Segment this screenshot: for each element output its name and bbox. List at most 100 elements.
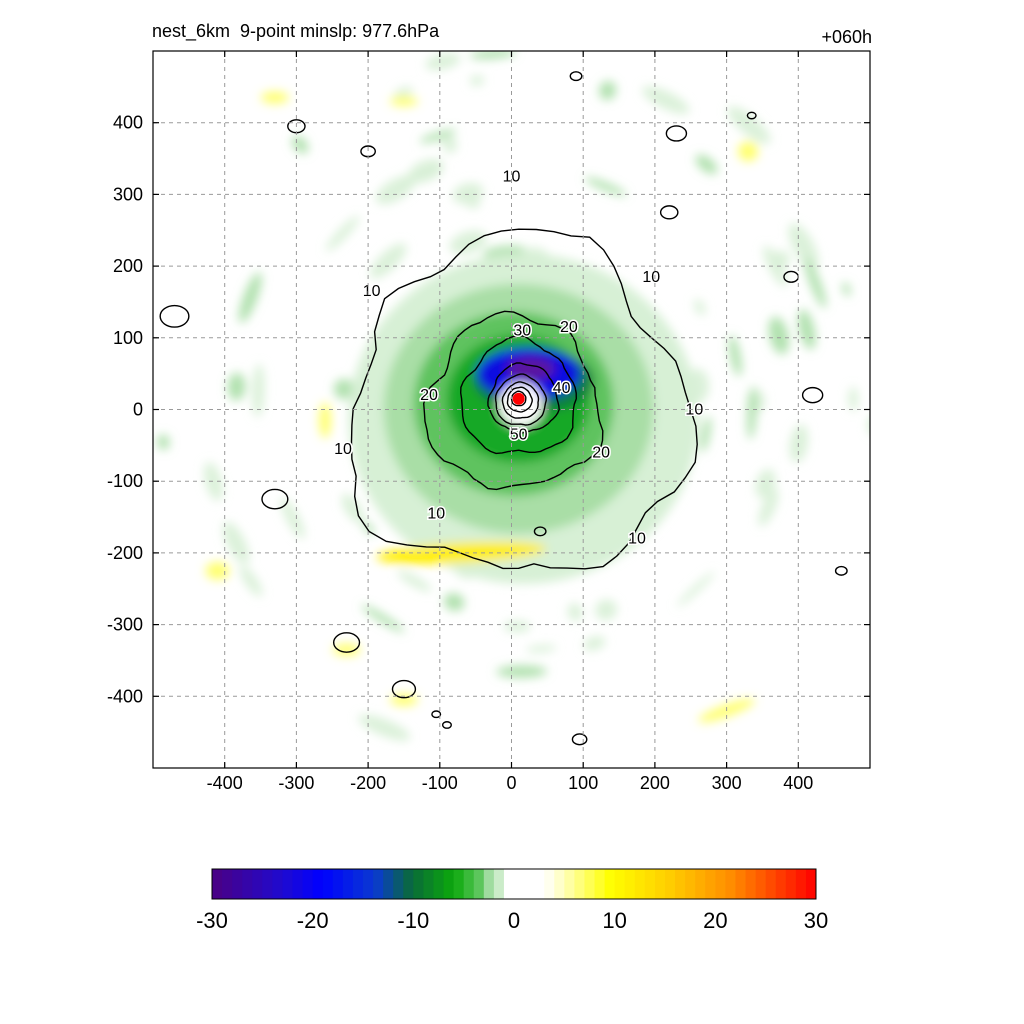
axis-ticks (153, 51, 870, 768)
colorbar-swatch (302, 869, 314, 899)
contour-line (261, 488, 289, 510)
colorbar-swatch (644, 869, 656, 899)
shade-blob (695, 154, 718, 175)
shade-blob (789, 424, 809, 463)
colorbar-swatch (252, 869, 263, 899)
shade-blob (599, 81, 617, 100)
x-tick-label: 200 (640, 773, 670, 793)
x-tick-label: 300 (712, 773, 742, 793)
shade-blob (676, 571, 715, 607)
shade-blob (867, 414, 870, 436)
shade-blob (449, 230, 488, 255)
colorbar-swatch (413, 869, 424, 899)
shade-blob (804, 257, 827, 309)
shade-blob (798, 309, 816, 350)
eye-region (498, 382, 543, 427)
shade-blob (496, 665, 548, 678)
contour-line (494, 373, 548, 426)
shade-blob (758, 488, 779, 527)
colorbar-swatch (584, 869, 596, 899)
colorbar-tick-label: -30 (196, 908, 228, 933)
shade-blob (642, 86, 690, 114)
shade-blob (362, 521, 375, 535)
colorbar-swatch (272, 869, 283, 899)
shade-blob (503, 620, 531, 633)
colorbar-swatch (292, 869, 304, 899)
colorbar-swatch (282, 869, 294, 899)
colorbar-tick-label: -10 (397, 908, 429, 933)
colorbar-swatch (665, 869, 676, 899)
contour-line (459, 334, 578, 455)
colorbar-swatch (745, 869, 757, 899)
colorbar-swatch (554, 869, 565, 899)
contour-label: 10 (628, 531, 646, 548)
contour-line (441, 721, 452, 729)
positive-band (319, 402, 332, 439)
x-tick-label: -100 (422, 773, 458, 793)
colorbar-swatch (685, 869, 696, 899)
contour-label: 20 (420, 387, 438, 404)
colorbar-swatch (785, 869, 797, 899)
colorbar-swatch (503, 869, 515, 899)
y-tick-label: -100 (107, 471, 143, 491)
shade-blob (693, 299, 706, 316)
colorbar-swatch (262, 869, 273, 899)
shade-blob (238, 272, 262, 323)
shade-blob (768, 316, 790, 355)
colorbar-swatch (524, 869, 535, 899)
shade-blob (728, 335, 742, 377)
shade-blob (280, 497, 305, 539)
colorbar-swatch (453, 869, 465, 899)
contour-label: 20 (560, 319, 578, 336)
colorbar-swatch (443, 869, 455, 899)
positive-band (332, 643, 361, 656)
colorbar-swatch (705, 869, 716, 899)
colorbar-swatch (232, 869, 243, 899)
colorbar-swatch (604, 869, 616, 899)
colorbar-swatch (483, 869, 495, 899)
colorbar-tick-label: 20 (703, 908, 727, 933)
colorbar-swatch (695, 869, 706, 899)
colorbar-swatch (312, 869, 324, 899)
contour-lines (159, 71, 848, 746)
colorbar-swatch (514, 869, 525, 899)
contour-line (533, 526, 547, 537)
y-tick-label: -400 (107, 686, 143, 706)
contour-label: 10 (334, 441, 352, 458)
positive-band (389, 693, 418, 706)
shade-blob (333, 378, 355, 400)
shade-blob (252, 363, 265, 418)
colorbar-swatch (493, 869, 505, 899)
y-tick-label: 400 (113, 113, 143, 133)
colorbar-swatch (423, 869, 434, 899)
contour-label: 40 (553, 380, 571, 397)
contour-label: 10 (685, 402, 703, 419)
colorbar-swatch (675, 869, 686, 899)
colorbar-swatch (775, 869, 787, 899)
contour-label: 10 (503, 168, 521, 185)
colorbar: -30 -20 -10 0 10 20 30 (196, 868, 828, 933)
y-tick-label: -200 (107, 543, 143, 563)
x-tick-label: -200 (350, 773, 386, 793)
shade-blob (469, 51, 517, 60)
x-tick-label: -300 (278, 773, 314, 793)
contour-label: 10 (427, 505, 445, 522)
colorbar-swatch (393, 869, 404, 899)
shade-blob (469, 75, 485, 86)
contour-line (569, 71, 583, 82)
contour-line (746, 111, 757, 120)
colorbar-frame (211, 868, 817, 900)
colorbar-tick-label: 10 (602, 908, 626, 933)
contour-line (422, 310, 604, 491)
y-tick-label: 200 (113, 256, 143, 276)
colorbar-swatch (634, 869, 646, 899)
colorbar-swatch (463, 869, 475, 899)
colorbar-swatch (755, 869, 767, 899)
colorbar-swatch (373, 869, 384, 899)
shade-blob (584, 177, 627, 196)
contour-line (350, 228, 698, 570)
forecast-hour-label: +060h (821, 27, 872, 47)
shade-blob (239, 565, 263, 597)
contour-line (391, 679, 417, 699)
